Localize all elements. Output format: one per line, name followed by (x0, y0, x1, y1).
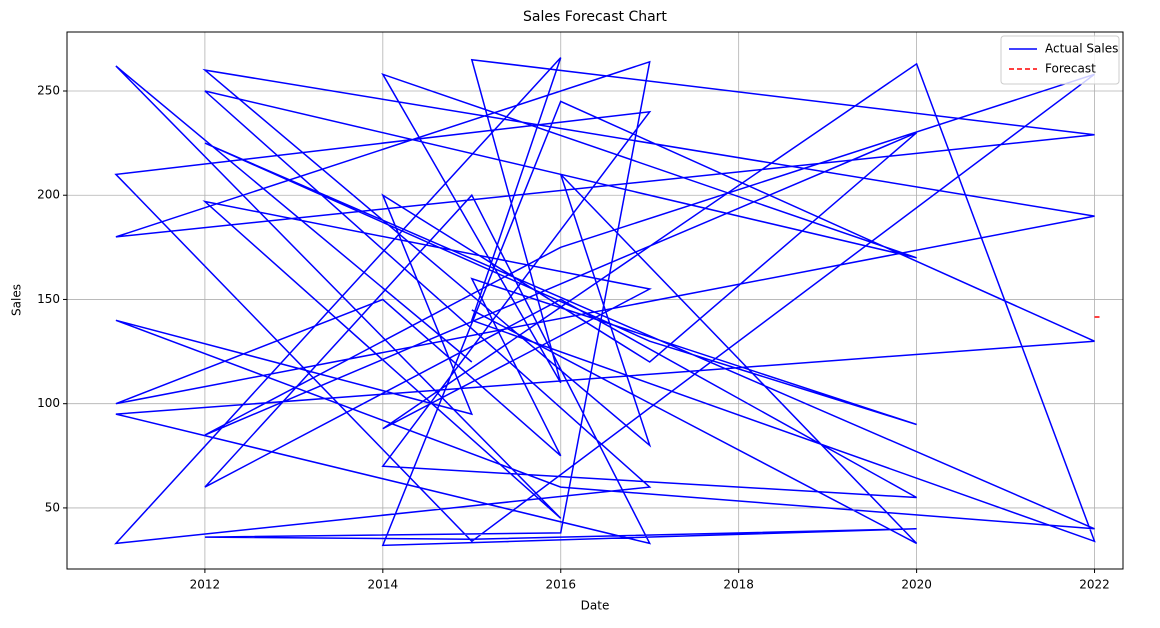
plot-frame (66, 31, 1124, 570)
x-tick-label: 2014 (368, 578, 399, 592)
x-tick-label: 2018 (723, 578, 754, 592)
legend-label: Forecast (1045, 62, 1096, 76)
y-tick-label: 100 (37, 396, 60, 410)
x-tick-label: 2012 (190, 578, 221, 592)
y-axis-label: Sales (10, 284, 24, 316)
y-tick-label: 50 (45, 500, 60, 514)
legend-label: Actual Sales (1045, 42, 1118, 56)
y-tick-label: 250 (37, 83, 60, 97)
series-line (114, 57, 1096, 547)
x-tick-label: 2016 (545, 578, 576, 592)
y-tick-label: 150 (37, 292, 60, 306)
x-tick-label: 2022 (1079, 578, 1110, 592)
legend-box (1000, 35, 1120, 85)
chart-title: Sales Forecast Chart (523, 9, 667, 25)
x-axis-label: Date (581, 599, 610, 613)
y-tick-label: 200 (37, 188, 60, 202)
x-tick-label: 2020 (901, 578, 932, 592)
